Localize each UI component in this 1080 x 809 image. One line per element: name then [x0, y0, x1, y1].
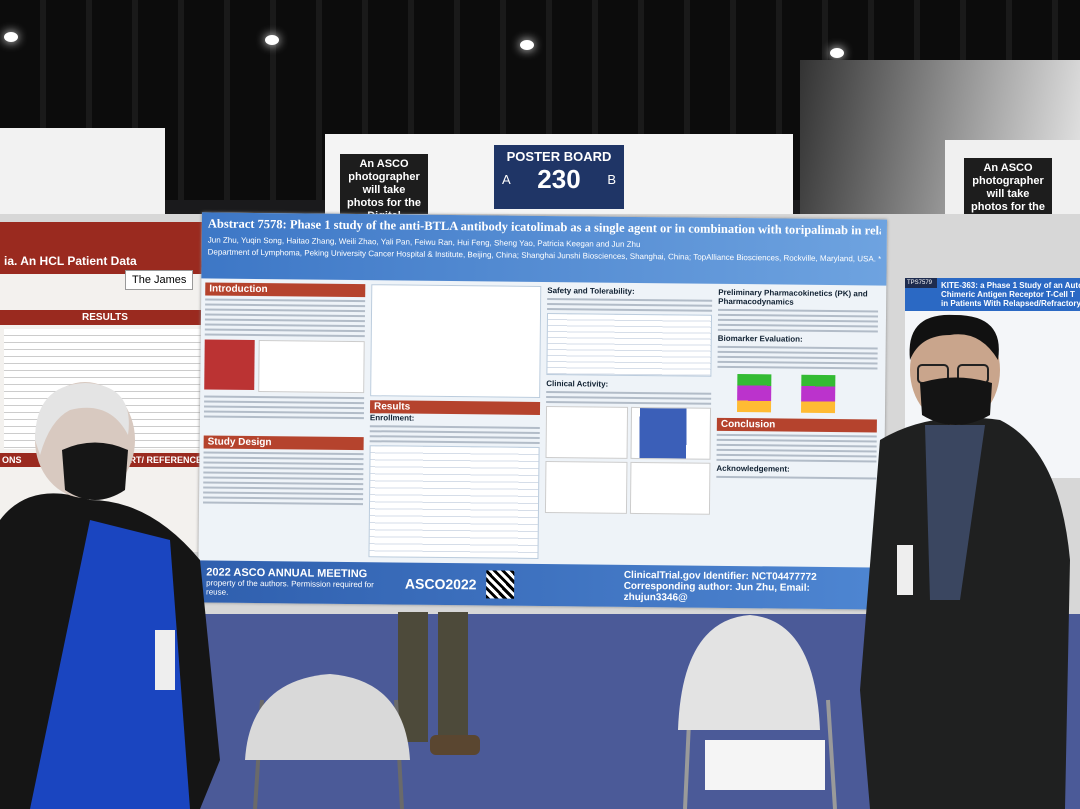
- title-line: Chimeric Antigen Receptor T-Cell T: [941, 290, 1075, 299]
- number: 230: [537, 164, 581, 194]
- woman-hair: [35, 383, 129, 455]
- title-line: in Patients With Relapsed/Refractory B-C: [941, 299, 1080, 308]
- institution: The James: [125, 270, 194, 290]
- person-leg: [398, 612, 428, 742]
- header: RESULTS: [0, 310, 210, 325]
- mask: [62, 442, 128, 500]
- badge: [155, 630, 175, 690]
- poster-board-sign: POSTER BOARD A 230 B: [494, 145, 624, 209]
- shoe: [430, 735, 480, 755]
- man-hair: [909, 314, 999, 360]
- light: [520, 40, 534, 50]
- label: POSTER BOARD: [506, 149, 612, 164]
- light: [830, 48, 844, 58]
- side: B: [607, 172, 616, 187]
- poster-number: TPS7579: [905, 278, 937, 288]
- title: ia. An HCL Patient Data: [0, 222, 210, 274]
- header-board: [0, 128, 165, 216]
- man-suit: [860, 417, 1070, 809]
- person-leg: [438, 612, 468, 742]
- header: SUPPORT/ REFERENCES: [97, 455, 208, 465]
- title-line: KITE-363: a Phase 1 Study of an Autologo…: [941, 281, 1080, 290]
- chair-back: [678, 615, 820, 730]
- man-shirt: [925, 425, 985, 600]
- header: ONS: [2, 455, 22, 465]
- light: [4, 32, 18, 42]
- badge: [897, 545, 913, 595]
- paper: [705, 740, 825, 790]
- chair-back: [245, 674, 410, 760]
- side: A: [502, 172, 511, 187]
- light: [265, 35, 279, 45]
- woman-dress: [30, 520, 190, 809]
- mask: [920, 377, 992, 425]
